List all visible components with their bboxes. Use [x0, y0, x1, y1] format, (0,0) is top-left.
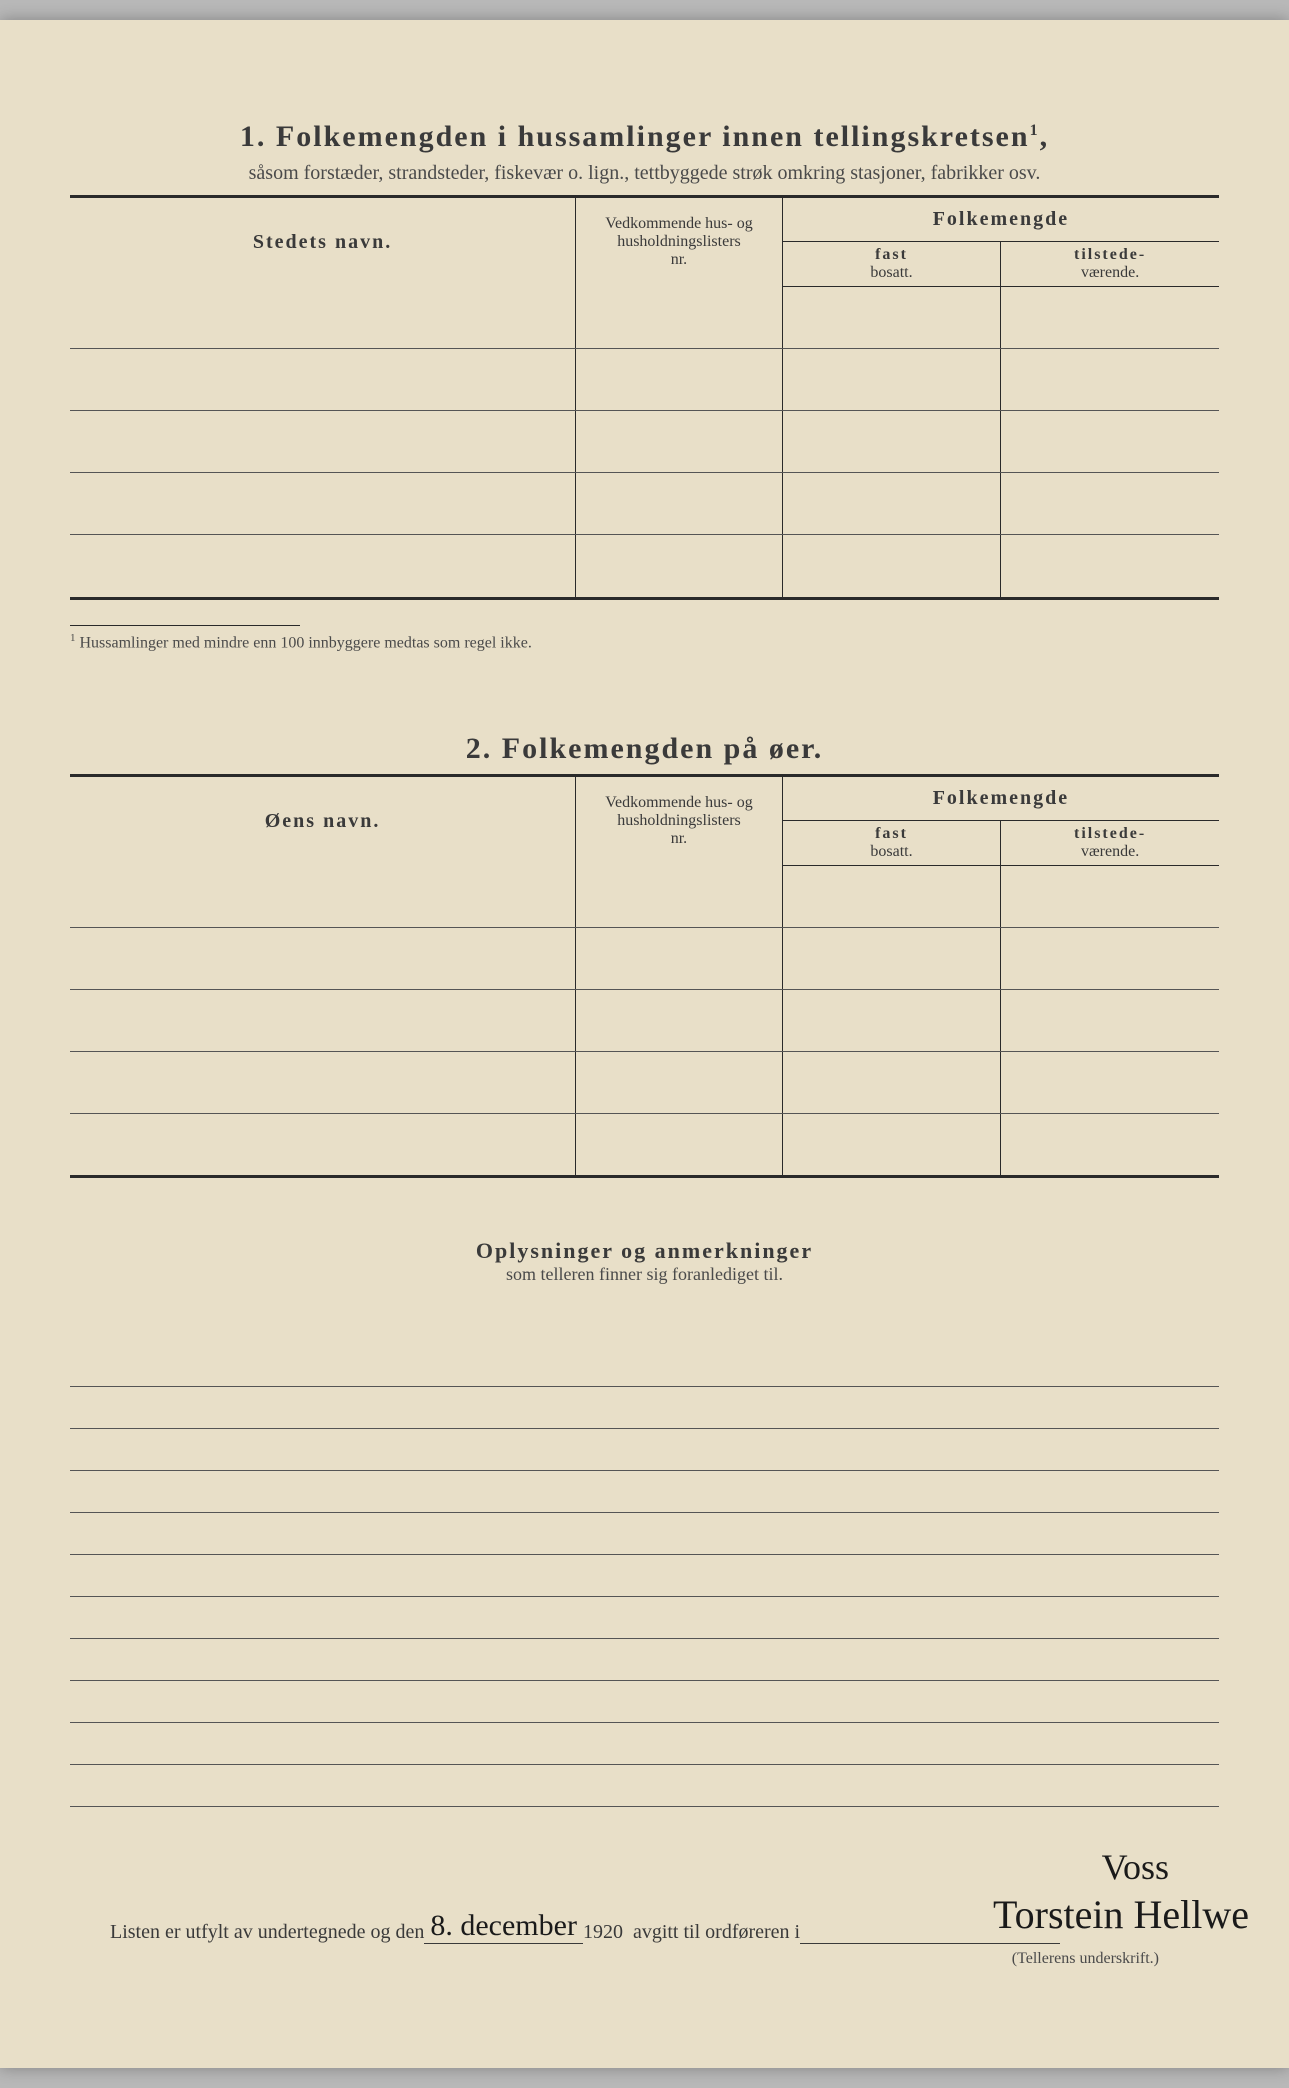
table-cell [576, 1113, 783, 1175]
table-cell [576, 349, 783, 411]
table-row [70, 535, 1219, 597]
table-row [70, 1051, 1219, 1113]
signature-line: Listen er utfylt av undertegnede og den … [110, 1909, 1199, 1968]
ruled-line [70, 1429, 1219, 1471]
table-cell [782, 989, 1000, 1051]
table-cell [1001, 411, 1219, 473]
col2-header-nr: Vedkommende hus- og husholdningslisters … [576, 777, 783, 866]
section1-title: 1. Folkemengden i hussamlinger innen tel… [70, 120, 1219, 154]
table-cell [576, 865, 783, 927]
table-cell [576, 1051, 783, 1113]
section1-subtitle: såsom forstæder, strandsteder, fiskevær … [70, 162, 1219, 185]
table-cell [782, 1113, 1000, 1175]
ruled-line [70, 1387, 1219, 1429]
table-row [70, 287, 1219, 349]
table-cell [70, 1051, 576, 1113]
col-header-tilstede: tilstede- værende. [1001, 242, 1219, 287]
section1-footnote: 1 Hussamlinger med mindre enn 100 innbyg… [70, 632, 1219, 652]
ruled-line [70, 1681, 1219, 1723]
ruled-line [70, 1597, 1219, 1639]
ruled-line [70, 1723, 1219, 1765]
col-header-nr: Vedkommende hus- og husholdningslisters … [576, 198, 783, 287]
table-row [70, 989, 1219, 1051]
table-cell [70, 927, 576, 989]
table-cell [1001, 287, 1219, 349]
table-cell [70, 349, 576, 411]
table-cell [782, 287, 1000, 349]
table-cell [70, 473, 576, 535]
table-cell [576, 287, 783, 349]
ruled-line [70, 1513, 1219, 1555]
table-cell [1001, 1113, 1219, 1175]
table-cell [1001, 865, 1219, 927]
sig-text-mid: avgitt til ordføreren i [633, 1921, 800, 1944]
table-cell [70, 287, 576, 349]
table-cell [576, 473, 783, 535]
table-cell [70, 989, 576, 1051]
section2-table: Øens navn. Vedkommende hus- og husholdni… [70, 774, 1219, 1179]
section2-title-text: Folkemengden på øer. [502, 732, 823, 765]
ruled-line [70, 1345, 1219, 1387]
table-cell [1001, 989, 1219, 1051]
table-cell [782, 473, 1000, 535]
ruled-line [70, 1765, 1219, 1807]
col2-header-tilstede: tilstede- værende. [1001, 820, 1219, 865]
section3-subtitle: som telleren finner sig foranlediget til… [70, 1264, 1219, 1285]
table-cell [1001, 535, 1219, 597]
handwritten-place: Voss [1102, 1846, 1169, 1888]
col2-header-folkemengde: Folkemengde [782, 777, 1219, 821]
section3-title: Oplysninger og anmerkninger [70, 1238, 1219, 1264]
col2-header-fast: fast bosatt. [782, 820, 1000, 865]
section1-title-text: Folkemengden i hussamlinger innen tellin… [276, 120, 1030, 153]
table-row [70, 927, 1219, 989]
table-cell [1001, 473, 1219, 535]
remarks-lines [70, 1345, 1219, 1807]
table-cell [782, 411, 1000, 473]
col2-header-name: Øens navn. [70, 777, 576, 866]
census-form-page: 1. Folkemengden i hussamlinger innen tel… [0, 20, 1289, 2068]
table-cell [782, 1051, 1000, 1113]
table-cell [70, 535, 576, 597]
table-cell [782, 535, 1000, 597]
sig-caption: (Tellerens underskrift.) [110, 1950, 1199, 1968]
ruled-line [70, 1639, 1219, 1681]
footnote-rule [70, 625, 300, 626]
ruled-line [70, 1555, 1219, 1597]
col-header-folkemengde: Folkemengde [782, 198, 1219, 242]
table-cell [70, 411, 576, 473]
table-cell [576, 927, 783, 989]
sig-year: 1920 [583, 1921, 623, 1944]
table-cell [1001, 349, 1219, 411]
section1-number: 1. [240, 120, 267, 153]
section1-title-sup: 1 [1030, 122, 1040, 139]
table-cell [70, 865, 576, 927]
table-cell [576, 989, 783, 1051]
table-cell [1001, 1051, 1219, 1113]
sig-date: 8. december [424, 1909, 583, 1944]
table-row [70, 473, 1219, 535]
ruled-line [70, 1471, 1219, 1513]
col-header-fast: fast bosatt. [782, 242, 1000, 287]
col-header-name: Stedets navn. [70, 198, 576, 287]
table-cell [782, 865, 1000, 927]
table-row [70, 1113, 1219, 1175]
table-row [70, 411, 1219, 473]
table-row [70, 349, 1219, 411]
section2-number: 2. [466, 732, 493, 765]
table-cell [576, 535, 783, 597]
table-cell [1001, 927, 1219, 989]
table-row [70, 865, 1219, 927]
table-cell [782, 349, 1000, 411]
table-cell [782, 927, 1000, 989]
table-cell [70, 1113, 576, 1175]
sig-place-blank [800, 1943, 1060, 1944]
section1-table: Stedets navn. Vedkommende hus- og hushol… [70, 195, 1219, 600]
sig-text-pre: Listen er utfylt av undertegnede og den [110, 1921, 424, 1944]
table-cell [576, 411, 783, 473]
section2-title: 2. Folkemengden på øer. [70, 732, 1219, 766]
